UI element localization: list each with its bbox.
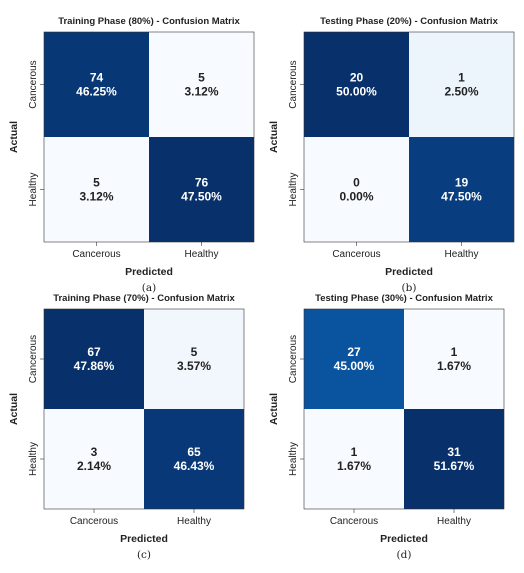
cell-count-label: 0	[353, 176, 360, 190]
x-axis-label: Predicted	[120, 533, 168, 545]
heatmap-cell-r0-c0	[44, 309, 144, 409]
chart-title: Testing Phase (30%) - Confusion Matrix	[315, 293, 493, 304]
cell-percent-label: 2.14%	[77, 459, 111, 473]
cell-percent-label: 50.00%	[336, 85, 377, 99]
x-tick-label: Cancerous	[72, 249, 120, 260]
plot-frame	[303, 31, 515, 243]
cell-percent-label: 1.67%	[437, 359, 471, 373]
x-axis-label: Predicted	[380, 533, 428, 545]
heatmap-cell-r1-c0	[304, 137, 409, 242]
y-tick-label: Healthy	[288, 173, 299, 207]
cell-count-label: 1	[458, 71, 465, 85]
x-axis-label: Predicted	[125, 266, 173, 278]
cell-percent-label: 47.86%	[74, 359, 115, 373]
subfigure-caption: (d)	[397, 549, 412, 561]
cell-percent-label: 45.00%	[334, 359, 375, 373]
cell-count-label: 27	[347, 345, 361, 359]
chart-title: Training Phase (80%) - Confusion Matrix	[58, 16, 240, 27]
cell-percent-label: 47.50%	[441, 190, 482, 204]
cell-percent-label: 1.67%	[337, 459, 371, 473]
chart-title: Training Phase (70%) - Confusion Matrix	[53, 293, 235, 304]
x-tick-label: Cancerous	[70, 516, 118, 527]
heatmap-cell-r1-c0	[44, 409, 144, 509]
cell-count-label: 74	[90, 71, 104, 85]
heatmap-cell-r0-c1	[144, 309, 244, 409]
cell-percent-label: 2.50%	[444, 85, 478, 99]
heatmap-cell-r0-c1	[404, 309, 504, 409]
subfigure-caption: (a)	[142, 282, 156, 294]
y-tick-label: Cancerous	[288, 60, 299, 108]
y-axis-label: Actual	[268, 121, 280, 153]
subfigure-caption: (b)	[402, 282, 417, 294]
y-axis-label: Actual	[8, 121, 20, 153]
y-tick-label: Cancerous	[28, 60, 39, 108]
cell-count-label: 1	[451, 345, 458, 359]
y-tick-label: Cancerous	[288, 335, 299, 383]
plot-frame	[43, 308, 245, 510]
cell-percent-label: 3.12%	[79, 190, 113, 204]
confusion-matrix-panel-2: Testing Phase (20%) - Confusion Matrix 20…	[268, 16, 515, 294]
heatmap-cell-r1-c1	[144, 409, 244, 509]
cell-count-label: 5	[198, 71, 205, 85]
y-tick-label: Healthy	[28, 442, 39, 476]
x-tick-label: Healthy	[437, 516, 471, 527]
subfigure-caption: (c)	[137, 549, 151, 561]
cell-count-label: 76	[195, 176, 209, 190]
heatmap-cell-r1-c1	[409, 137, 514, 242]
heatmap-cell-r1-c1	[404, 409, 504, 509]
heatmap-cell-r1-c0	[304, 409, 404, 509]
cell-count-label: 67	[87, 345, 101, 359]
plot-frame	[43, 31, 255, 243]
cell-count-label: 5	[191, 345, 198, 359]
confusion-matrix-panel-1: Training Phase (80%) - Confusion Matrix 7…	[8, 16, 255, 294]
cell-percent-label: 46.43%	[174, 459, 215, 473]
plot-frame	[303, 308, 505, 510]
cell-count-label: 20	[350, 71, 364, 85]
cell-count-label: 31	[447, 445, 461, 459]
cell-percent-label: 3.12%	[184, 85, 218, 99]
x-tick-label: Cancerous	[330, 516, 378, 527]
x-tick-label: Healthy	[445, 249, 479, 260]
x-tick-label: Healthy	[185, 249, 219, 260]
cell-count-label: 3	[91, 445, 98, 459]
heatmap-cell-r0-c1	[149, 32, 254, 137]
heatmap-cell-r1-c1	[149, 137, 254, 242]
x-tick-label: Cancerous	[332, 249, 380, 260]
chart-title: Testing Phase (20%) - Confusion Matrix	[320, 16, 498, 27]
y-axis-label: Actual	[8, 393, 20, 425]
heatmap-cell-r1-c0	[44, 137, 149, 242]
heatmap-cell-r0-c0	[44, 32, 149, 137]
cell-percent-label: 3.57%	[177, 359, 211, 373]
cell-percent-label: 46.25%	[76, 85, 117, 99]
cell-count-label: 5	[93, 176, 100, 190]
y-tick-label: Healthy	[288, 442, 299, 476]
cell-percent-label: 47.50%	[181, 190, 222, 204]
y-tick-label: Cancerous	[28, 335, 39, 383]
y-axis-label: Actual	[268, 393, 280, 425]
heatmap-cell-r0-c0	[304, 32, 409, 137]
cell-count-label: 1	[351, 445, 358, 459]
confusion-matrix-panel-4: Testing Phase (30%) - Confusion Matrix 27…	[268, 293, 505, 561]
heatmap-cell-r0-c0	[304, 309, 404, 409]
cell-count-label: 19	[455, 176, 469, 190]
cell-count-label: 65	[187, 445, 201, 459]
x-axis-label: Predicted	[385, 266, 433, 278]
x-tick-label: Healthy	[177, 516, 211, 527]
heatmap-cell-r0-c1	[409, 32, 514, 137]
confusion-matrix-panel-3: Training Phase (70%) - Confusion Matrix 6…	[8, 293, 245, 561]
cell-percent-label: 0.00%	[339, 190, 373, 204]
cell-percent-label: 51.67%	[434, 459, 475, 473]
y-tick-label: Healthy	[28, 173, 39, 207]
